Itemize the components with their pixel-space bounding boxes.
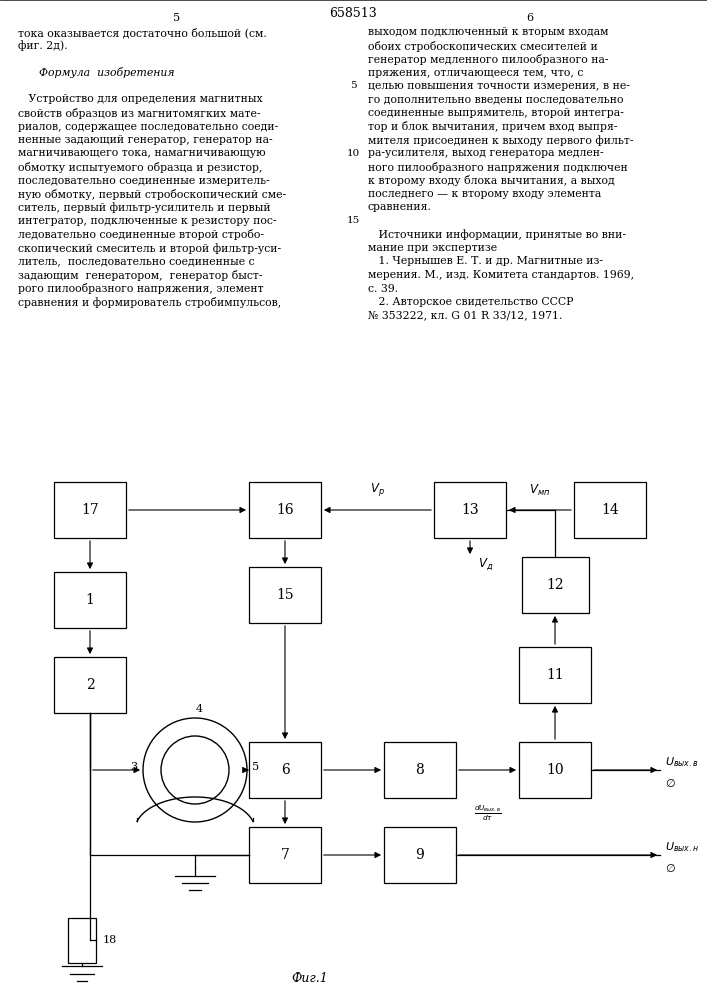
Text: 11: 11 [546, 668, 564, 682]
Bar [54, 572, 126, 628]
Text: 1. Чернышев Е. Т. и др. Магнитные из-: 1. Чернышев Е. Т. и др. Магнитные из- [368, 256, 603, 266]
Text: тор и блок вычитания, причем вход выпря-: тор и блок вычитания, причем вход выпря- [368, 121, 617, 132]
Text: $V_{мп}$: $V_{мп}$ [530, 483, 551, 498]
Text: 18: 18 [103, 935, 117, 945]
Text: выходом подключенный к вторым входам: выходом подключенный к вторым входам [368, 27, 609, 37]
Text: тока оказывается достаточно большой (см.: тока оказывается достаточно большой (см. [18, 27, 267, 38]
Text: обоих стробоскопических смесителей и: обоих стробоскопических смесителей и [368, 40, 597, 51]
Text: го дополнительно введены последовательно: го дополнительно введены последовательно [368, 95, 624, 104]
Text: ситель, первый фильтр-усилитель и первый: ситель, первый фильтр-усилитель и первый [18, 202, 271, 213]
Text: последнего — к второму входу элемента: последнего — к второму входу элемента [368, 189, 601, 199]
Text: ненные задающий генератор, генератор на-: ненные задающий генератор, генератор на- [18, 135, 273, 145]
Text: с. 39.: с. 39. [368, 284, 398, 294]
Text: пряжения, отличающееся тем, что, с: пряжения, отличающееся тем, что, с [368, 68, 583, 78]
Text: целью повышения точности измерения, в не-: целью повышения точности измерения, в не… [368, 81, 630, 91]
Text: Устройство для определения магнитных: Устройство для определения магнитных [18, 95, 262, 104]
Text: соединенные выпрямитель, второй интегра-: соединенные выпрямитель, второй интегра- [368, 108, 624, 118]
Text: 5: 5 [350, 81, 356, 90]
Text: 10: 10 [346, 148, 360, 157]
Text: риалов, содержащее последовательно соеди-: риалов, содержащее последовательно соеди… [18, 121, 279, 131]
Text: Источники информации, принятые во вни-: Источники информации, принятые во вни- [368, 230, 626, 240]
Text: 6: 6 [281, 763, 289, 777]
Text: 1: 1 [86, 593, 95, 607]
Bar [384, 742, 456, 798]
Text: 7: 7 [281, 848, 289, 862]
Bar [574, 482, 646, 538]
Text: 12: 12 [547, 578, 563, 592]
Text: Формула  изобретения: Формула изобретения [18, 68, 175, 79]
Text: литель,  последовательно соединенные с: литель, последовательно соединенные с [18, 256, 255, 266]
Text: $V_р$: $V_р$ [370, 481, 385, 498]
Text: № 353222, кл. G 01 R 33/12, 1971.: № 353222, кл. G 01 R 33/12, 1971. [368, 310, 562, 320]
Text: 10: 10 [547, 763, 563, 777]
Bar [384, 827, 456, 883]
Text: обмотку испытуемого образца и резистор,: обмотку испытуемого образца и резистор, [18, 162, 262, 173]
Text: 5: 5 [173, 13, 180, 23]
Text: мителя присоединен к выходу первого фильт-: мителя присоединен к выходу первого филь… [368, 135, 633, 146]
Text: сравнения и формирователь стробимпульсов,: сравнения и формирователь стробимпульсов… [18, 297, 281, 308]
Text: ледовательно соединенные второй стробо-: ледовательно соединенные второй стробо- [18, 230, 264, 240]
Text: 15: 15 [346, 216, 360, 225]
Text: ного пилообразного напряжения подключен: ного пилообразного напряжения подключен [368, 162, 628, 173]
Text: магничивающего тока, намагничивающую: магничивающего тока, намагничивающую [18, 148, 266, 158]
Text: свойств образцов из магнитомягких мате-: свойств образцов из магнитомягких мате- [18, 108, 260, 119]
Text: 6: 6 [527, 13, 534, 23]
Text: 2: 2 [86, 678, 94, 692]
Text: задающим  генератором,  генератор быст-: задающим генератором, генератор быст- [18, 270, 262, 281]
Text: мерения. М., изд. Комитета стандартов. 1969,: мерения. М., изд. Комитета стандартов. 1… [368, 270, 634, 280]
Text: 15: 15 [276, 588, 294, 602]
Text: $\frac{dU_{вых.в}}{d\tau}$: $\frac{dU_{вых.в}}{d\tau}$ [474, 803, 501, 823]
Bar [522, 557, 588, 613]
Text: ∅: ∅ [665, 864, 674, 874]
Text: 13: 13 [461, 503, 479, 517]
Text: к второму входу блока вычитания, а выход: к второму входу блока вычитания, а выход [368, 176, 615, 186]
Text: мание при экспертизе: мание при экспертизе [368, 243, 497, 253]
Text: 2. Авторское свидетельство СССР: 2. Авторское свидетельство СССР [368, 297, 573, 307]
Text: ∅: ∅ [665, 779, 674, 789]
Text: 17: 17 [81, 503, 99, 517]
Bar [249, 567, 321, 623]
Text: ную обмотку, первый стробоскопический сме-: ную обмотку, первый стробоскопический см… [18, 189, 286, 200]
Text: 8: 8 [416, 763, 424, 777]
Text: 4: 4 [195, 704, 203, 714]
Text: генератор медленного пилообразного на-: генератор медленного пилообразного на- [368, 54, 609, 65]
Text: сравнения.: сравнения. [368, 202, 432, 213]
Text: 9: 9 [416, 848, 424, 862]
Bar [249, 482, 321, 538]
Text: 3: 3 [130, 762, 137, 772]
Bar [54, 657, 126, 713]
Text: $U_{вых.н}$: $U_{вых.н}$ [665, 840, 699, 854]
Text: 16: 16 [276, 503, 294, 517]
Bar [54, 482, 126, 538]
Bar [434, 482, 506, 538]
Bar [68, 918, 96, 962]
Bar [519, 742, 591, 798]
Text: 658513: 658513 [329, 7, 377, 20]
Text: последовательно соединенные измеритель-: последовательно соединенные измеритель- [18, 176, 270, 186]
Text: интегратор, подключенные к резистору пос-: интегратор, подключенные к резистору пос… [18, 216, 276, 226]
Text: ра-усилителя, выход генератора медлен-: ра-усилителя, выход генератора медлен- [368, 148, 604, 158]
Text: 14: 14 [601, 503, 619, 517]
Text: 5: 5 [252, 762, 259, 772]
Bar [249, 827, 321, 883]
Bar [249, 742, 321, 798]
Bar [519, 647, 591, 703]
Text: фиг. 2д).: фиг. 2д). [18, 40, 68, 51]
Text: скопический смеситель и второй фильтр-уси-: скопический смеситель и второй фильтр-ус… [18, 243, 281, 254]
Text: Фиг.1: Фиг.1 [291, 972, 328, 984]
Text: рого пилообразного напряжения, элемент: рого пилообразного напряжения, элемент [18, 284, 264, 294]
Text: $U_{вых.в}$: $U_{вых.в}$ [665, 755, 699, 769]
Text: $V_д$: $V_д$ [478, 556, 493, 572]
